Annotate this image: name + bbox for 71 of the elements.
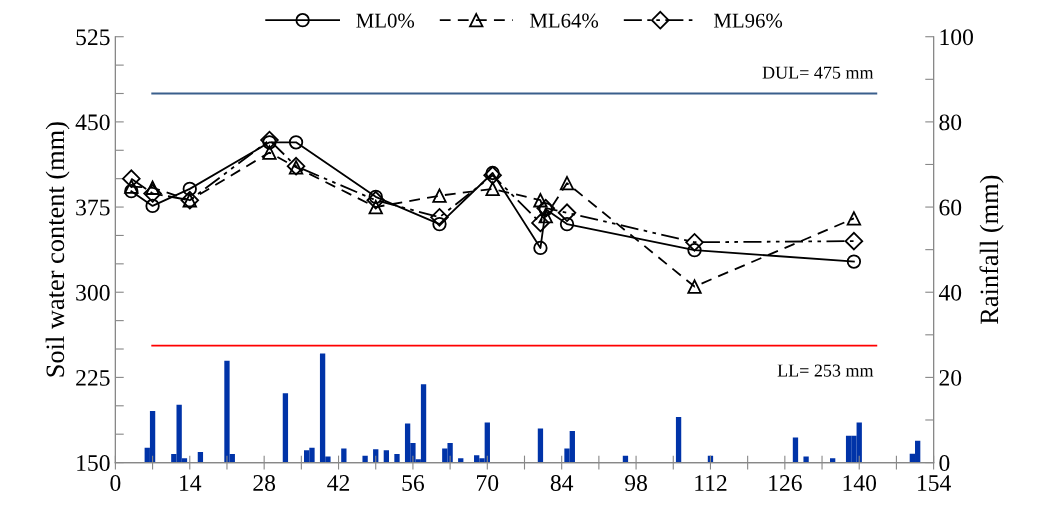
point — [485, 181, 500, 197]
x-tick-label: 28 — [253, 475, 276, 491]
point — [432, 188, 447, 203]
point — [432, 216, 447, 232]
point — [485, 165, 500, 181]
x-tick-label: 140 — [843, 475, 877, 491]
x-tick-label: 70 — [477, 475, 499, 491]
point — [145, 198, 160, 214]
point — [182, 181, 197, 197]
x-tick-label: 154 — [917, 475, 951, 491]
point — [288, 135, 304, 150]
point — [368, 199, 383, 215]
x-tick-label: 112 — [695, 475, 727, 491]
x-tick-label: 84 — [550, 475, 574, 491]
point — [846, 254, 862, 269]
y-tick-label: 150 — [77, 455, 110, 471]
point — [366, 190, 385, 210]
x-tick-label: 126 — [769, 475, 802, 491]
bar — [282, 393, 289, 463]
ref-line-label: LL= 253 mm — [777, 364, 874, 377]
point — [143, 184, 162, 203]
point — [368, 189, 383, 204]
point — [559, 176, 575, 191]
y-tick-label: 525 — [76, 29, 110, 46]
y-axis-title: Soil water content (mm) — [45, 122, 70, 377]
y2-tick-label: 100 — [940, 29, 973, 46]
point — [430, 208, 449, 227]
x-tick-label: 14 — [180, 475, 202, 491]
point — [538, 208, 553, 224]
point — [531, 213, 550, 233]
y-tick-label: 225 — [76, 369, 110, 386]
y2-axis-title: Rainfall (mm) — [979, 175, 1004, 324]
x-tick-label: 0 — [110, 475, 121, 491]
x-tick-label: 98 — [625, 475, 647, 491]
bar — [803, 456, 809, 463]
point — [124, 184, 139, 199]
ref-line-label: DUL= 475 mm — [762, 66, 874, 79]
point — [687, 243, 702, 258]
legend-label: ML96% — [713, 13, 783, 28]
x-tick-label: 56 — [402, 475, 425, 491]
y2-tick-label: 40 — [938, 284, 962, 301]
point — [844, 231, 864, 251]
point — [846, 211, 862, 226]
x-tick-label: 42 — [327, 475, 350, 491]
bar — [537, 428, 544, 463]
bar — [362, 455, 368, 463]
point — [533, 240, 548, 256]
y-tick-label: 450 — [75, 114, 110, 131]
bar — [341, 448, 347, 463]
point — [559, 216, 575, 232]
bar — [383, 450, 390, 463]
bar — [675, 417, 682, 463]
y2-tick-label: 20 — [939, 369, 962, 386]
point — [260, 130, 279, 150]
point — [687, 279, 702, 294]
y2-tick-label: 0 — [939, 455, 950, 471]
y2-tick-label: 60 — [939, 199, 962, 216]
point — [122, 169, 141, 188]
point — [483, 166, 502, 185]
y-tick-label: 375 — [76, 199, 110, 216]
bar — [149, 411, 156, 463]
y-tick-label: 300 — [76, 284, 110, 301]
bar — [394, 454, 400, 463]
bar — [420, 384, 427, 463]
legend-label: ML64% — [529, 13, 599, 28]
y2-tick-label: 80 — [939, 114, 962, 131]
point — [685, 233, 704, 252]
legend-label: ML0% — [356, 13, 415, 28]
bar — [792, 437, 799, 463]
point — [557, 203, 577, 222]
point — [262, 145, 277, 160]
